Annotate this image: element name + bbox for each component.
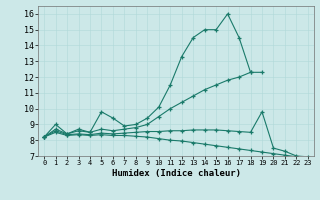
- X-axis label: Humidex (Indice chaleur): Humidex (Indice chaleur): [111, 169, 241, 178]
